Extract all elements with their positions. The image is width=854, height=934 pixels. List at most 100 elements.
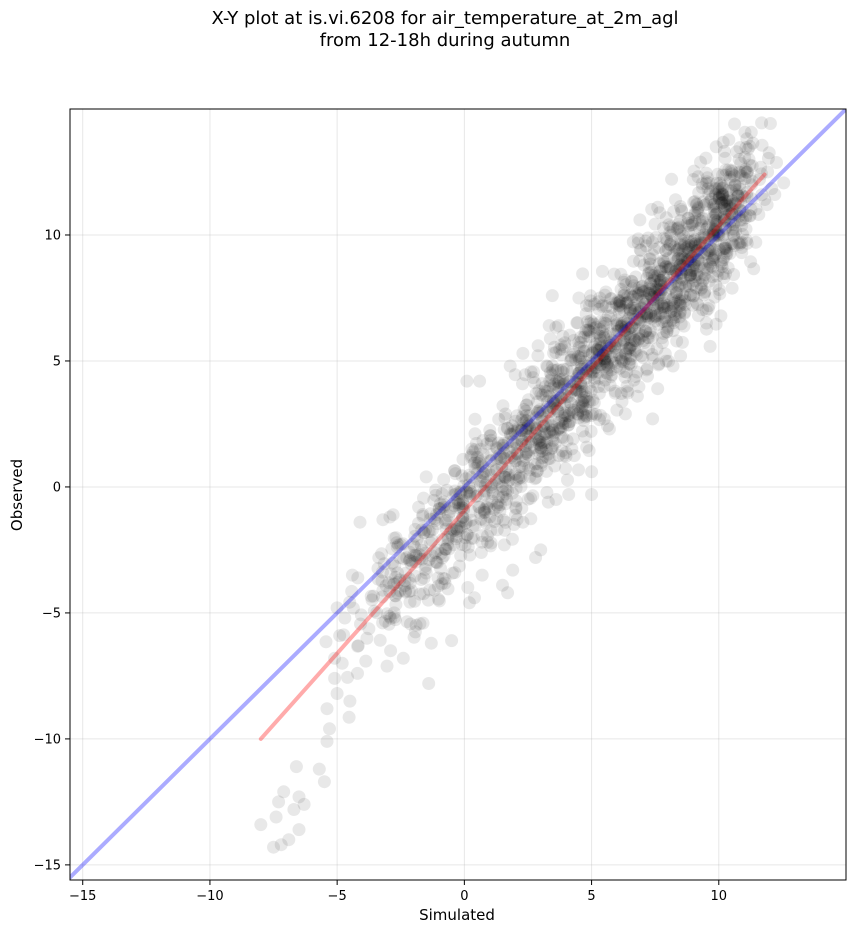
scatter-point [458, 531, 472, 545]
scatter-point [629, 270, 643, 284]
scatter-point [637, 284, 651, 298]
scatter-point [624, 358, 638, 372]
scatter-point [700, 171, 714, 185]
scatter-point [664, 277, 678, 291]
scatter-point [508, 426, 522, 440]
scatter-point [714, 255, 728, 269]
scatter-point [666, 221, 680, 235]
scatter-point [576, 368, 590, 382]
scatter-point [389, 570, 403, 584]
scatter-point [503, 359, 517, 373]
scatter-point [572, 400, 585, 413]
scatter-point [587, 340, 601, 354]
scatter-point [493, 504, 507, 518]
x-tick-label: −10 [196, 889, 223, 904]
scatter-point [699, 304, 713, 318]
scatter-point [719, 202, 732, 216]
scatter-point [419, 523, 433, 537]
scatter-point [597, 331, 611, 345]
scatter-point [460, 486, 474, 499]
scatter-point [656, 306, 670, 320]
scatter-point [586, 316, 600, 330]
scatter-point [695, 246, 709, 259]
scatter-point [581, 315, 594, 329]
scatter-point [546, 401, 560, 415]
scatter-point [456, 497, 470, 511]
scatter-point [499, 464, 513, 478]
scatter-point [716, 196, 730, 209]
scatter-point [699, 316, 713, 330]
scatter-point [646, 297, 660, 311]
scatter-point [623, 302, 637, 316]
scatter-point [387, 578, 401, 591]
scatter-point [655, 331, 669, 345]
scatter-point [640, 362, 654, 376]
scatter-point [582, 323, 596, 337]
scatter-point [694, 278, 708, 292]
scatter-point [490, 523, 504, 537]
scatter-point [578, 402, 592, 416]
scatter-point [650, 342, 664, 356]
scatter-point [588, 371, 602, 385]
scatter-point [654, 274, 668, 288]
scatter-point [389, 598, 403, 612]
scatter-point [442, 509, 456, 523]
scatter-point [739, 141, 753, 154]
scatter-point [412, 516, 425, 530]
scatter-point [716, 267, 730, 281]
scatter-point [323, 722, 336, 736]
scatter-point [601, 361, 615, 374]
scatter-point [706, 270, 719, 284]
scatter-point [555, 342, 569, 356]
scatter-point [642, 260, 656, 274]
scatter-point [489, 473, 503, 487]
scatter-point [519, 409, 533, 422]
scatter-point [428, 546, 442, 560]
scatter-point [521, 419, 535, 433]
scatter-point [625, 338, 639, 352]
scatter-point [515, 421, 529, 435]
scatter-point [615, 316, 629, 330]
scatter-point [433, 497, 447, 511]
scatter-point [531, 404, 545, 418]
scatter-point [675, 254, 689, 268]
scatter-point [580, 440, 594, 454]
scatter-point [505, 532, 519, 546]
scatter-point [578, 362, 591, 376]
scatter-point [445, 529, 459, 543]
scatter-point [534, 438, 548, 452]
scatter-point [589, 320, 603, 334]
scatter-point [744, 203, 758, 216]
scatter-point [584, 314, 598, 328]
scatter-point [509, 494, 523, 508]
scatter-point [468, 412, 482, 426]
scatter-point [572, 291, 586, 305]
scatter-point [439, 516, 453, 530]
scatter-point [646, 412, 660, 426]
scatter-point [727, 228, 741, 242]
scatter-point [638, 324, 652, 338]
scatter-point [619, 278, 633, 292]
scatter-point [671, 243, 685, 256]
scatter-point [615, 395, 629, 409]
scatter-point [710, 225, 724, 239]
scatter-point [735, 213, 749, 227]
scatter-point [618, 329, 632, 343]
scatter-point [470, 489, 484, 503]
scatter-point [649, 280, 662, 294]
scatter-point [447, 488, 461, 502]
fit-line [258, 172, 767, 741]
scatter-point [549, 394, 563, 408]
scatter-point [621, 386, 635, 400]
scatter-point [497, 436, 511, 450]
scatter-point [438, 542, 452, 556]
scatter-point [593, 358, 607, 372]
scatter-point [501, 421, 515, 435]
scatter-point [574, 330, 588, 344]
scatter-point [693, 271, 706, 284]
scatter-point [484, 433, 498, 447]
scatter-point [761, 165, 775, 179]
scatter-point [700, 221, 714, 235]
scatter-point [593, 413, 606, 427]
scatter-point [716, 253, 730, 267]
